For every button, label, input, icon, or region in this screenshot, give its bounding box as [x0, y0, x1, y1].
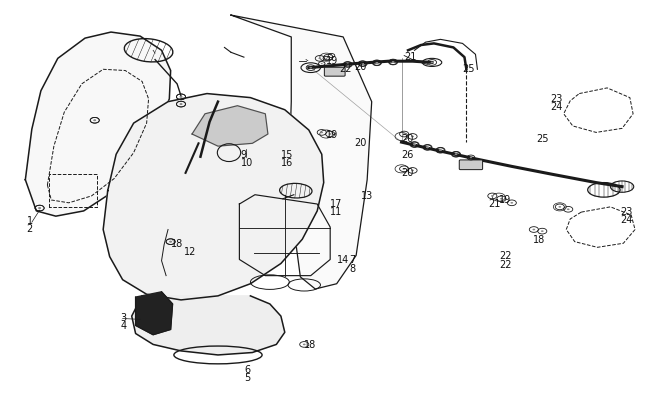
- Text: 15: 15: [281, 150, 293, 160]
- Text: 20: 20: [402, 167, 414, 177]
- Text: 23: 23: [551, 94, 563, 103]
- Text: 20: 20: [402, 134, 414, 144]
- Circle shape: [454, 154, 458, 156]
- Circle shape: [329, 134, 332, 136]
- Text: 19: 19: [499, 194, 511, 204]
- Text: 22: 22: [339, 64, 352, 73]
- Circle shape: [320, 132, 323, 134]
- Polygon shape: [192, 107, 268, 147]
- Circle shape: [318, 58, 321, 60]
- Circle shape: [361, 64, 364, 65]
- FancyBboxPatch shape: [324, 68, 345, 77]
- Circle shape: [179, 97, 183, 98]
- Text: 13: 13: [361, 190, 373, 200]
- Text: 6: 6: [244, 364, 250, 374]
- Circle shape: [413, 144, 416, 146]
- Circle shape: [431, 62, 434, 64]
- Polygon shape: [136, 292, 173, 335]
- Circle shape: [403, 134, 406, 136]
- FancyBboxPatch shape: [460, 160, 482, 170]
- Text: 10: 10: [240, 158, 253, 168]
- Text: 18: 18: [532, 234, 545, 245]
- Text: 25: 25: [536, 134, 549, 144]
- Circle shape: [491, 196, 494, 197]
- Text: 21: 21: [488, 198, 500, 208]
- Circle shape: [346, 64, 349, 66]
- Text: 8: 8: [350, 263, 356, 273]
- Circle shape: [455, 154, 457, 156]
- Circle shape: [500, 198, 503, 200]
- Circle shape: [94, 120, 96, 122]
- Circle shape: [567, 209, 569, 211]
- Circle shape: [38, 208, 41, 209]
- Circle shape: [169, 241, 172, 243]
- Circle shape: [361, 64, 364, 65]
- Text: 2: 2: [27, 224, 33, 234]
- Polygon shape: [25, 33, 171, 217]
- Text: 20: 20: [354, 62, 367, 72]
- Circle shape: [179, 104, 183, 106]
- Text: 21: 21: [404, 51, 417, 62]
- Polygon shape: [103, 94, 324, 300]
- Text: 22: 22: [499, 251, 512, 261]
- Text: 1: 1: [27, 216, 32, 226]
- Text: 7: 7: [350, 255, 356, 265]
- Circle shape: [411, 136, 414, 138]
- Circle shape: [376, 63, 378, 64]
- Text: 14: 14: [337, 255, 349, 265]
- Circle shape: [411, 170, 414, 172]
- Text: 24: 24: [551, 101, 563, 111]
- Polygon shape: [132, 296, 285, 355]
- Text: 12: 12: [183, 247, 196, 257]
- Text: 18: 18: [304, 339, 317, 350]
- Circle shape: [179, 97, 183, 98]
- Circle shape: [376, 63, 378, 64]
- Text: 11: 11: [330, 207, 343, 216]
- Text: 20: 20: [354, 138, 367, 148]
- Circle shape: [439, 150, 442, 152]
- Text: 24: 24: [620, 215, 632, 224]
- Text: 19: 19: [326, 55, 339, 66]
- Circle shape: [439, 150, 441, 151]
- Circle shape: [179, 104, 183, 106]
- Text: 16: 16: [281, 158, 293, 168]
- Circle shape: [541, 231, 543, 232]
- Text: 17: 17: [330, 198, 343, 208]
- Circle shape: [392, 62, 395, 64]
- Circle shape: [327, 57, 330, 59]
- Circle shape: [403, 168, 406, 170]
- Circle shape: [38, 208, 41, 209]
- Polygon shape: [231, 16, 372, 289]
- Circle shape: [426, 147, 428, 149]
- Text: 18: 18: [171, 239, 183, 249]
- Text: 9: 9: [240, 150, 247, 160]
- Circle shape: [558, 207, 561, 208]
- Circle shape: [346, 64, 349, 66]
- Circle shape: [426, 147, 429, 149]
- Circle shape: [510, 202, 513, 204]
- Circle shape: [309, 68, 312, 69]
- Circle shape: [303, 344, 306, 345]
- Text: 5: 5: [244, 372, 250, 382]
- Circle shape: [325, 59, 327, 60]
- Circle shape: [321, 64, 323, 65]
- Text: 25: 25: [463, 64, 475, 73]
- Text: 22: 22: [499, 259, 512, 269]
- Circle shape: [330, 56, 332, 57]
- Circle shape: [169, 241, 172, 243]
- Text: 23: 23: [620, 207, 632, 216]
- Circle shape: [392, 62, 395, 64]
- Circle shape: [470, 158, 472, 159]
- Circle shape: [94, 120, 96, 122]
- Text: 4: 4: [121, 321, 127, 330]
- Text: 26: 26: [402, 150, 414, 160]
- Circle shape: [532, 229, 535, 231]
- Text: 19: 19: [326, 130, 339, 140]
- Text: 3: 3: [121, 313, 127, 322]
- Circle shape: [413, 145, 416, 146]
